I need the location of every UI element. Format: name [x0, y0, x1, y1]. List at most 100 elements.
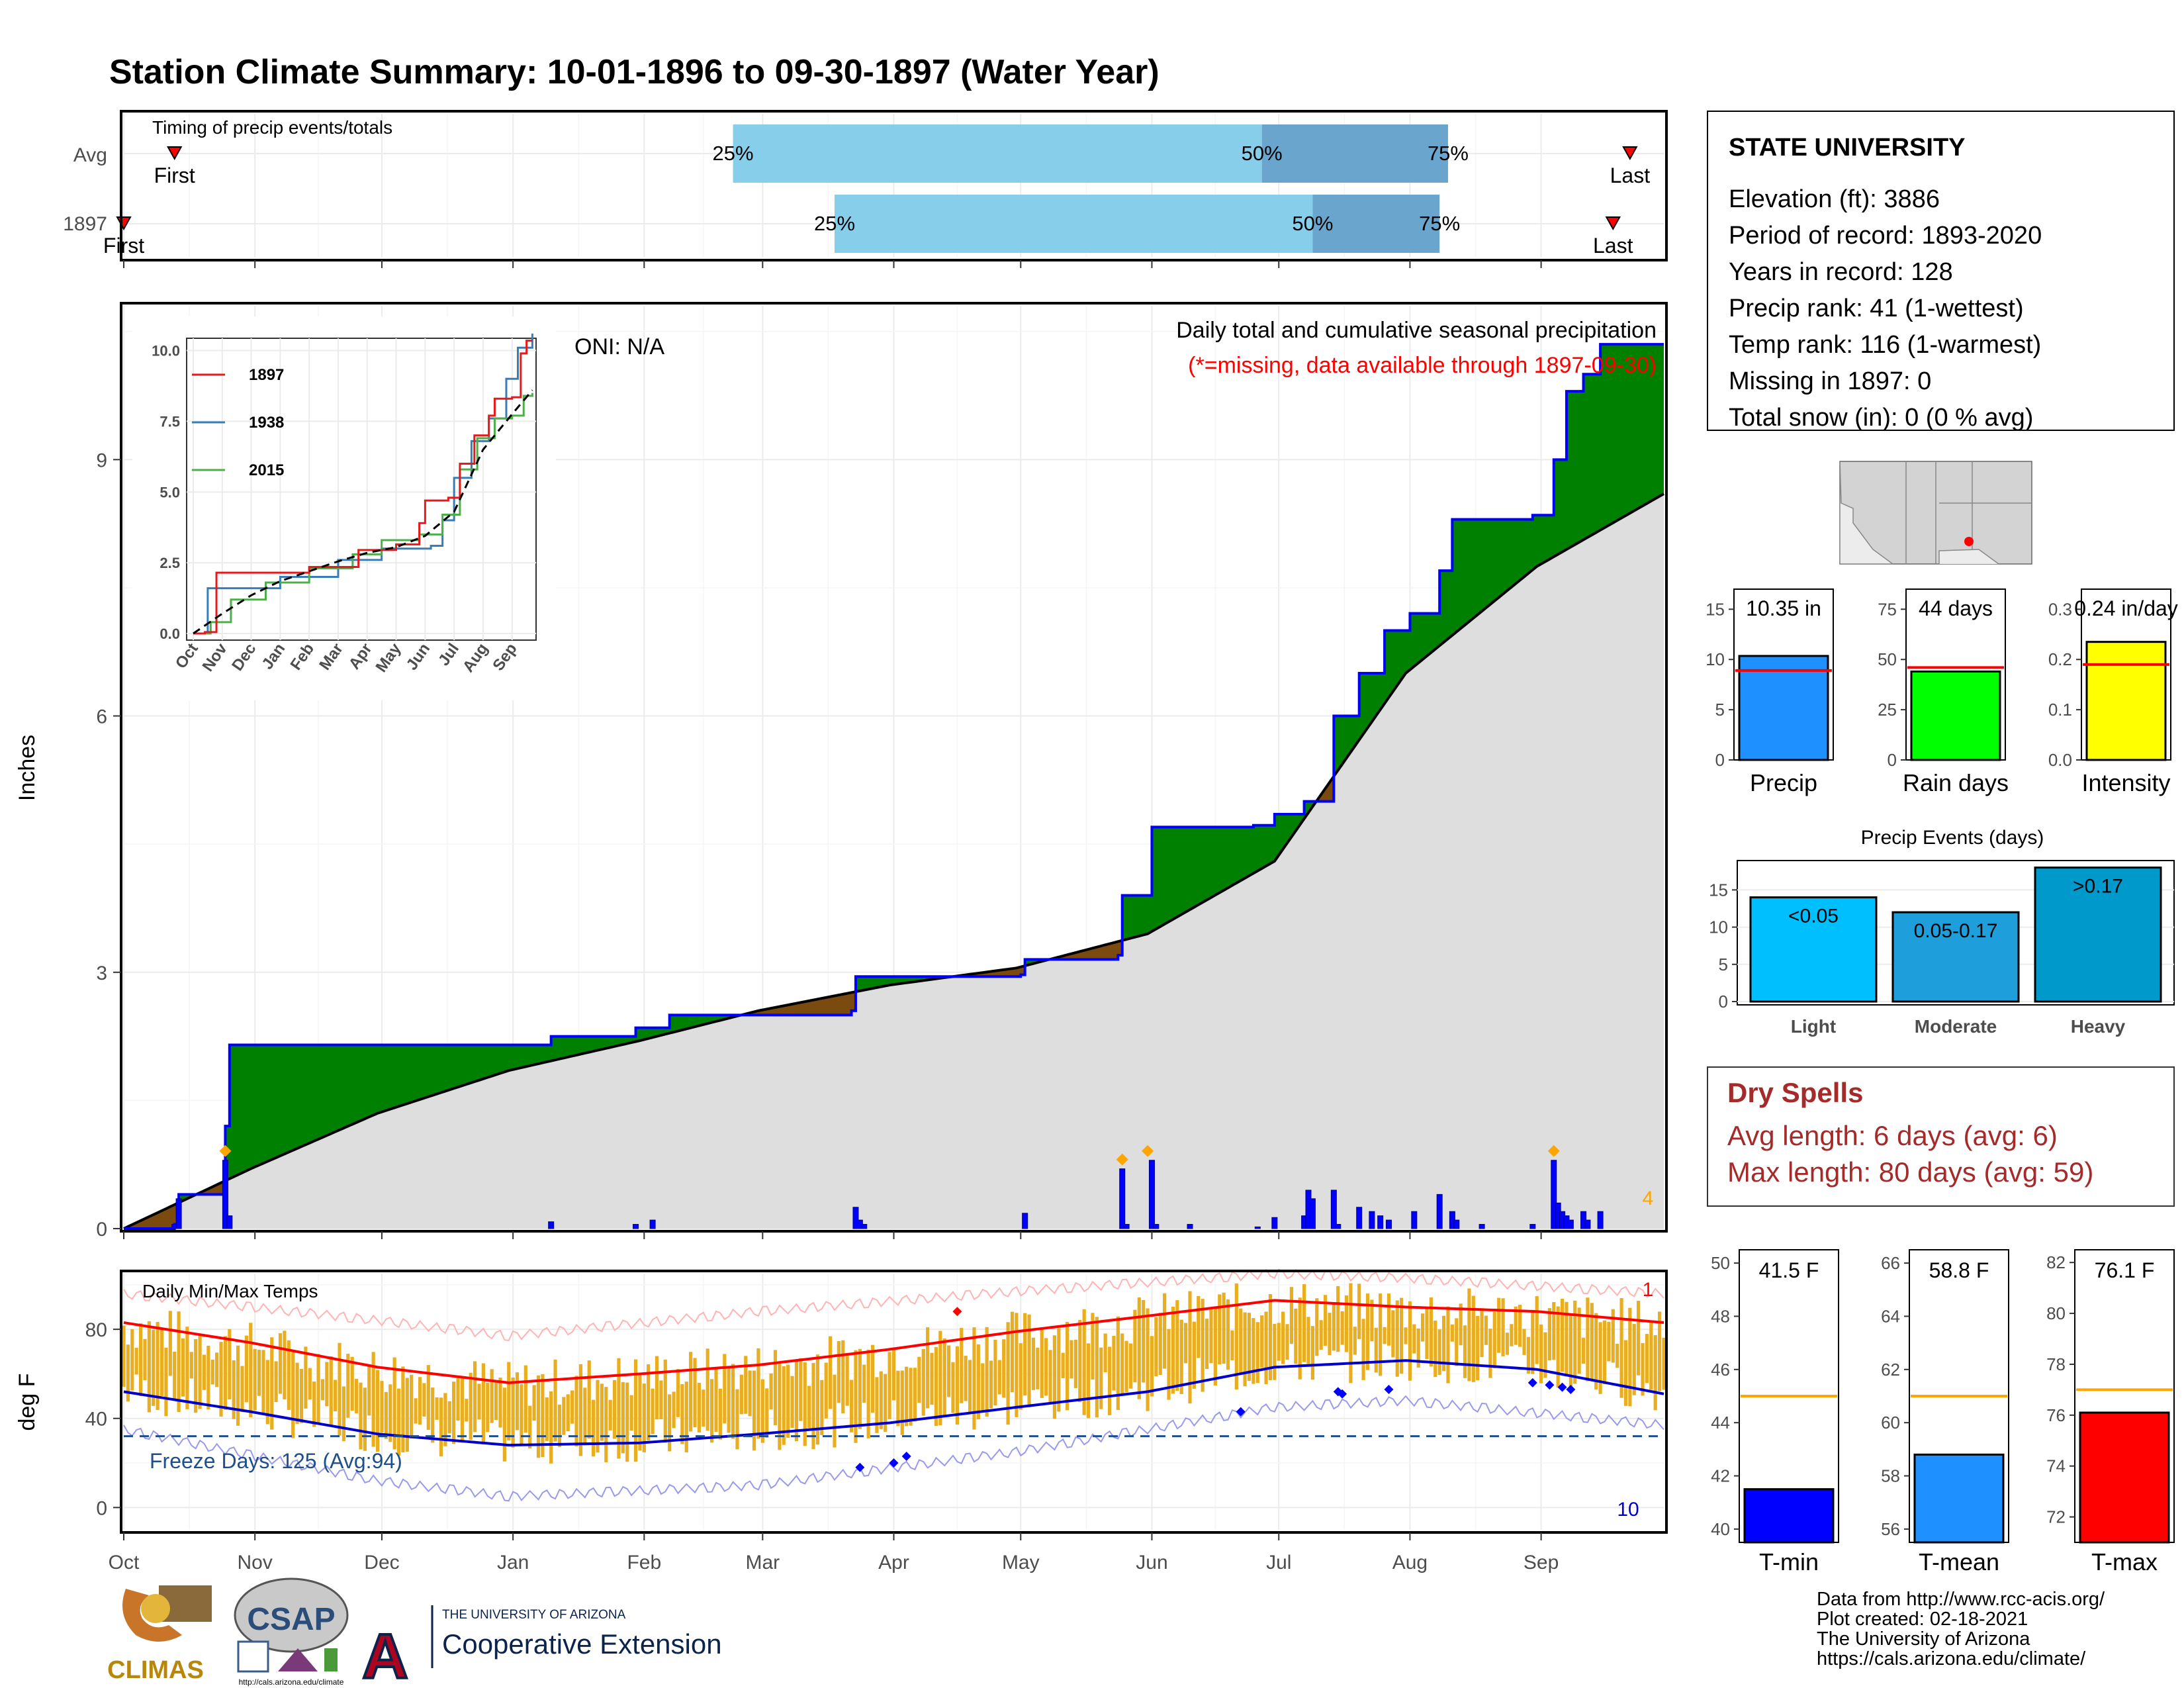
- daily-precip-bar: [1335, 1224, 1342, 1229]
- daily-temp-bar: [185, 1327, 189, 1409]
- daily-temp-bar: [896, 1370, 900, 1427]
- credit-line: Data from http://www.rcc-acis.org/: [1817, 1589, 2105, 1610]
- daily-temp-bar: [1374, 1327, 1378, 1373]
- temp-summary-y-tick-label: 64: [1881, 1306, 1900, 1326]
- daily-temp-bar: [702, 1389, 705, 1427]
- daily-precip-bar: [1153, 1224, 1160, 1229]
- daily-temp-bar: [405, 1378, 409, 1452]
- timing-bar-25-50: [733, 124, 1262, 183]
- daily-temp-bar: [265, 1360, 269, 1425]
- daily-temp-bar: [1471, 1295, 1475, 1382]
- daily-temp-bar: [1459, 1303, 1463, 1346]
- inset-legend-label: 1897: [249, 366, 284, 384]
- record-precip-marker: [1116, 1153, 1128, 1166]
- daily-temp-bar: [1395, 1300, 1399, 1377]
- record-precip-marker: [219, 1145, 232, 1157]
- daily-temp-bar: [126, 1344, 130, 1402]
- daily-temp-bar: [1192, 1321, 1196, 1389]
- daily-temp-bar: [1501, 1298, 1505, 1356]
- daily-temp-bar: [396, 1388, 401, 1456]
- daily-temp-bar: [1412, 1324, 1416, 1354]
- daily-temp-bar: [1628, 1307, 1632, 1407]
- daily-temp-bar: [1048, 1350, 1052, 1404]
- daily-temp-bar: [921, 1348, 925, 1416]
- daily-temp-bar: [1175, 1300, 1179, 1391]
- daily-temp-bar: [829, 1336, 833, 1409]
- daily-temp-bar: [583, 1387, 587, 1446]
- daily-temp-bar: [1234, 1283, 1238, 1390]
- daily-temp-bar: [862, 1364, 866, 1403]
- daily-temp-bar: [710, 1379, 714, 1443]
- daily-temp-bar: [731, 1364, 735, 1439]
- daily-temp-bar: [490, 1369, 494, 1423]
- precip-events-title: Precip Events (days): [1861, 827, 2044, 849]
- temp-summary-y-tick-label: 56: [1881, 1519, 1900, 1539]
- daily-temp-bar: [1310, 1326, 1314, 1380]
- temp-summary-y-tick-label: 80: [2046, 1303, 2066, 1323]
- daily-temp-bar: [206, 1345, 210, 1410]
- daily-temp-bar: [1205, 1319, 1209, 1370]
- daily-temp-bar: [1556, 1306, 1560, 1388]
- daily-temp-bar: [1036, 1347, 1040, 1389]
- daily-temp-bar: [570, 1390, 574, 1424]
- daily-temp-bar: [938, 1331, 942, 1426]
- daily-temp-bar: [638, 1374, 642, 1451]
- timing-panel: 25% 50% 75% First Last 25% 50% 75% First Last Tim…: [63, 110, 1668, 261]
- temp-summary-y-tick-label: 74: [2046, 1456, 2066, 1476]
- daily-temp-bar: [308, 1368, 312, 1400]
- daily-temp-bar: [1391, 1310, 1395, 1358]
- daily-precip-bar: [1309, 1198, 1316, 1229]
- record-low-marker: [1566, 1384, 1576, 1394]
- daily-temp-bar: [1543, 1332, 1547, 1378]
- daily-temp-bar: [350, 1356, 354, 1411]
- daily-temp-bar: [1344, 1295, 1349, 1352]
- daily-temp-bar: [837, 1340, 841, 1403]
- temp-y-axis-label: deg F: [15, 1374, 40, 1431]
- daily-temp-bar: [1441, 1315, 1446, 1372]
- month-tick-label: Dec: [364, 1552, 399, 1573]
- daily-precip-bar: [633, 1224, 639, 1229]
- daily-temp-bar: [807, 1385, 811, 1429]
- daily-precip-bar: [1385, 1219, 1392, 1229]
- summary-y-tick-label: 10: [1706, 649, 1725, 669]
- avg-min-temp-line: [123, 1359, 1664, 1447]
- daily-precip-bar: [175, 1198, 182, 1229]
- daily-temp-bar: [592, 1399, 596, 1457]
- temp-summary-y-tick-label: 58: [1881, 1466, 1900, 1486]
- month-tick-label: Jul: [1266, 1552, 1291, 1573]
- svg-text:CSAP: CSAP: [247, 1602, 335, 1637]
- daily-temp-bar: [1594, 1313, 1598, 1390]
- daily-temp-bar: [549, 1391, 553, 1464]
- daily-temp-bar: [334, 1380, 338, 1411]
- missing-annotation: (*=missing, data available through 1897-…: [1188, 353, 1657, 378]
- first-event-label: First: [154, 164, 195, 187]
- daily-temp-bar: [760, 1379, 764, 1443]
- daily-temp-bar: [346, 1354, 350, 1418]
- daily-temp-bar: [236, 1345, 240, 1426]
- daily-temp-bar: [431, 1387, 435, 1443]
- daily-temp-bar: [1518, 1304, 1522, 1347]
- daily-temp-bar: [1209, 1307, 1213, 1364]
- daily-temp-bar: [439, 1397, 443, 1457]
- daily-precip-bar: [1369, 1211, 1375, 1229]
- daily-temp-bar: [1027, 1314, 1031, 1408]
- events-y-tick-label: 10: [1709, 917, 1728, 937]
- daily-temp-bar: [1239, 1308, 1243, 1374]
- daily-temp-bar: [1044, 1338, 1048, 1396]
- temp-summary-value-label: 76.1 F: [2095, 1258, 2155, 1282]
- month-tick-label: Jun: [1136, 1552, 1167, 1573]
- month-tick-label: Feb: [627, 1552, 661, 1573]
- daily-temp-bar: [1040, 1327, 1044, 1398]
- summary-bar: [1738, 655, 1829, 761]
- events-y-tick-label: 15: [1709, 880, 1728, 900]
- summary-y-tick-label: 0.3: [2048, 599, 2072, 619]
- daily-temp-bar: [1255, 1322, 1259, 1383]
- timing-percentile-label: 50%: [1292, 212, 1333, 235]
- daily-temp-bar: [299, 1368, 304, 1423]
- daily-temp-bar: [460, 1378, 465, 1443]
- daily-temp-bar: [486, 1382, 490, 1432]
- daily-temp-bar: [274, 1361, 278, 1403]
- daily-temp-bar: [1632, 1324, 1636, 1395]
- daily-precip-bar: [1123, 1224, 1130, 1229]
